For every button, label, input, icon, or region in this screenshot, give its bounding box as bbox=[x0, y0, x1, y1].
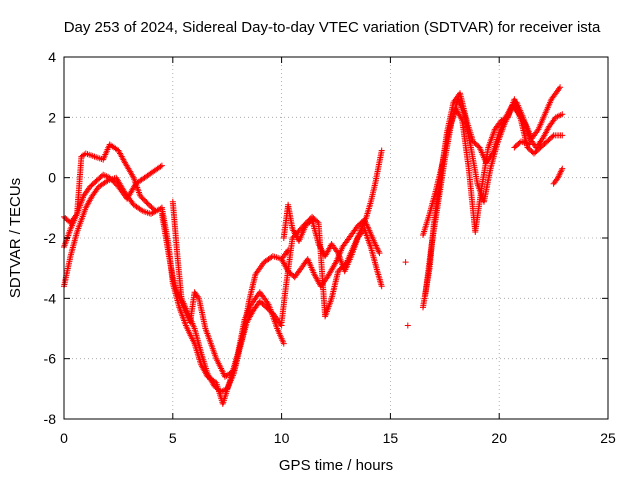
data-point bbox=[378, 283, 385, 290]
data-point bbox=[376, 250, 383, 257]
data-point bbox=[559, 111, 566, 118]
y-tick-label: -4 bbox=[44, 290, 57, 306]
x-tick-label: 15 bbox=[383, 430, 399, 446]
x-tick-label: 25 bbox=[600, 430, 616, 446]
data-point bbox=[557, 84, 564, 91]
data-point bbox=[103, 178, 110, 185]
axis-ticks bbox=[63, 56, 609, 420]
y-tick-label: -8 bbox=[44, 411, 57, 427]
data-point bbox=[559, 132, 566, 139]
x-tick-label: 0 bbox=[60, 430, 68, 446]
y-tick-label: -6 bbox=[44, 351, 57, 367]
axis-tick-labels: 0 5 10 15 20 25 -8 -6 -4 -2 0 2 4 bbox=[44, 49, 616, 446]
chart-title: Day 253 of 2024, Sidereal Day-to-day VTE… bbox=[64, 19, 601, 36]
data-point bbox=[404, 322, 411, 329]
data-points bbox=[61, 84, 566, 407]
x-axis-title: GPS time / hours bbox=[279, 457, 393, 474]
data-point bbox=[137, 206, 144, 213]
data-point bbox=[559, 165, 566, 172]
data-point bbox=[378, 147, 385, 154]
data-point bbox=[157, 163, 164, 170]
y-axis-title: SDTVAR / TECUs bbox=[7, 178, 24, 298]
data-point bbox=[526, 141, 533, 148]
data-point bbox=[280, 340, 287, 347]
y-tick-label: 4 bbox=[48, 49, 56, 65]
data-point bbox=[314, 218, 321, 225]
data-point bbox=[151, 206, 158, 213]
y-tick-label: -2 bbox=[44, 230, 57, 246]
x-tick-label: 10 bbox=[274, 430, 290, 446]
y-tick-label: 0 bbox=[48, 170, 56, 186]
y-tick-label: 2 bbox=[48, 109, 56, 125]
data-point bbox=[549, 133, 556, 140]
data-point bbox=[152, 207, 159, 214]
x-tick-label: 5 bbox=[169, 430, 177, 446]
data-point bbox=[402, 259, 409, 266]
data-point bbox=[158, 162, 165, 169]
grid-lines bbox=[64, 57, 608, 419]
x-tick-label: 20 bbox=[491, 430, 507, 446]
